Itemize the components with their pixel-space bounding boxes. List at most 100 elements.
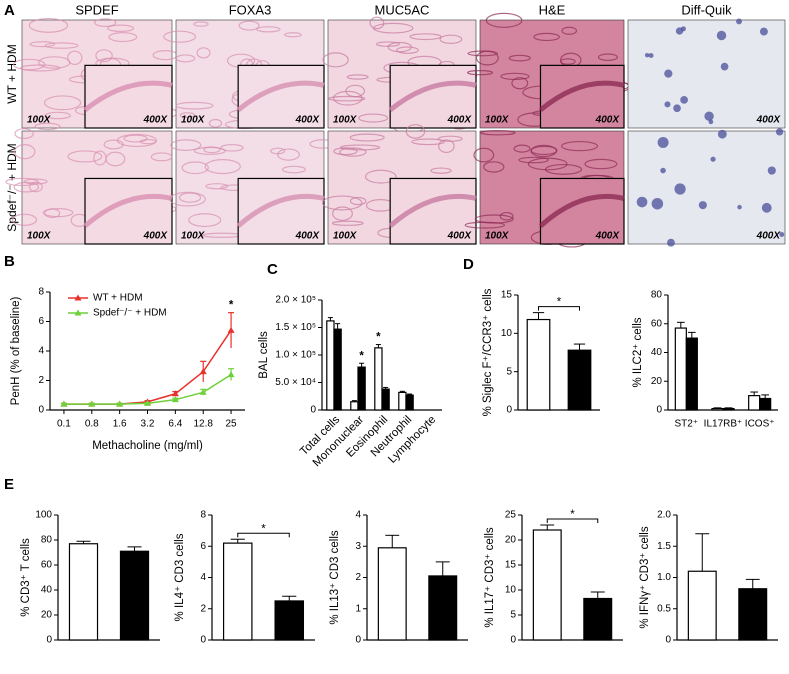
y-tick-label: 40 (41, 585, 53, 596)
y-tick-label: 0 (506, 405, 512, 416)
magnification: 400X (756, 231, 782, 242)
magnification: 400X (447, 115, 473, 126)
y-tick-label: 60 (651, 318, 663, 329)
magnification: 400X (447, 231, 473, 242)
column-title: Diff-Quik (681, 2, 732, 17)
tissue (533, 32, 560, 42)
tissue (108, 32, 138, 43)
tissue (94, 18, 117, 27)
tissue (328, 95, 366, 102)
tissue (560, 140, 599, 152)
significance-bracket (237, 532, 290, 538)
tissue (270, 147, 286, 155)
tissue (396, 46, 419, 54)
inset-tissue (388, 193, 477, 228)
magnification: 400X (595, 231, 621, 242)
tissue (518, 156, 549, 164)
tissue (511, 77, 529, 90)
tissue (123, 134, 148, 143)
tissue (103, 139, 124, 150)
tissue (321, 195, 363, 211)
marker (227, 371, 235, 378)
inset (237, 64, 325, 129)
tissue (527, 157, 568, 171)
tissue (500, 72, 530, 81)
cell (775, 128, 784, 136)
y-tick-label: 5 (506, 366, 512, 377)
tissue (163, 30, 197, 43)
y-tick-label: 25 (505, 510, 517, 521)
y-tick-label: 10 (505, 585, 517, 596)
tissue (508, 54, 531, 62)
cell (761, 202, 772, 213)
tissue (430, 167, 452, 174)
bar (350, 401, 359, 411)
marker (144, 399, 151, 406)
bar (711, 407, 724, 411)
y-tick-label: 0.5 (657, 603, 671, 614)
significance-bracket (538, 306, 580, 311)
bar (68, 543, 99, 641)
cell (651, 197, 664, 210)
tissue (480, 129, 516, 136)
tissue (44, 111, 71, 120)
tissue (139, 138, 157, 145)
tissue (411, 138, 446, 146)
inset-tissue (83, 80, 173, 112)
tissue (220, 143, 244, 152)
tissue (67, 50, 83, 66)
y-tick-label: 20 (651, 376, 663, 387)
tissue (322, 52, 349, 68)
column-title: SPDEF (75, 2, 118, 17)
tissue (284, 32, 302, 38)
tissue (281, 165, 306, 174)
tissue (349, 133, 385, 142)
cell (680, 96, 688, 104)
tissue (437, 135, 463, 142)
tissue (29, 41, 56, 48)
bar (333, 328, 342, 411)
x-axis-label: Methacholine (mg/ml) (92, 440, 203, 452)
inset (84, 177, 173, 245)
bar (374, 347, 383, 411)
y-tick-label: 8 (38, 287, 44, 298)
cell (667, 238, 675, 247)
inset (84, 64, 173, 129)
tissue (473, 147, 495, 163)
magnification: 400X (143, 115, 169, 126)
bar (748, 395, 761, 411)
marker (199, 388, 207, 395)
y-tick-label: 1 (355, 603, 361, 614)
bar (357, 366, 366, 411)
y-tick-label: 40 (651, 347, 663, 358)
bar (428, 575, 458, 641)
cell (664, 101, 671, 108)
cell (648, 53, 654, 58)
y-axis-label: BAL cells (258, 331, 270, 379)
y-tick-label: 1.5 × 10⁵ (275, 322, 316, 333)
significance-star: * (261, 523, 266, 535)
tissue (14, 144, 36, 160)
tissue (107, 24, 135, 33)
tissue (513, 144, 531, 153)
annotation: * (359, 350, 364, 362)
tissue (38, 56, 71, 69)
cell (779, 232, 785, 237)
tissue (530, 144, 557, 158)
tissue (44, 42, 79, 49)
y-tick-label: 2 (200, 603, 206, 614)
panel-letter: E (4, 476, 14, 493)
y-tick-label: 6 (200, 541, 206, 552)
significance-bracket (546, 518, 599, 523)
tissue (42, 208, 74, 218)
tissue (438, 139, 455, 153)
inset (539, 64, 625, 129)
column-title: MUC5AC (375, 2, 430, 17)
bar (326, 320, 335, 411)
cell (716, 30, 727, 41)
bar (398, 391, 407, 411)
y-axis-label: PenH (% of baseline) (10, 296, 22, 405)
inset-tissue (538, 193, 625, 228)
x-tick-label: 25 (226, 419, 238, 430)
